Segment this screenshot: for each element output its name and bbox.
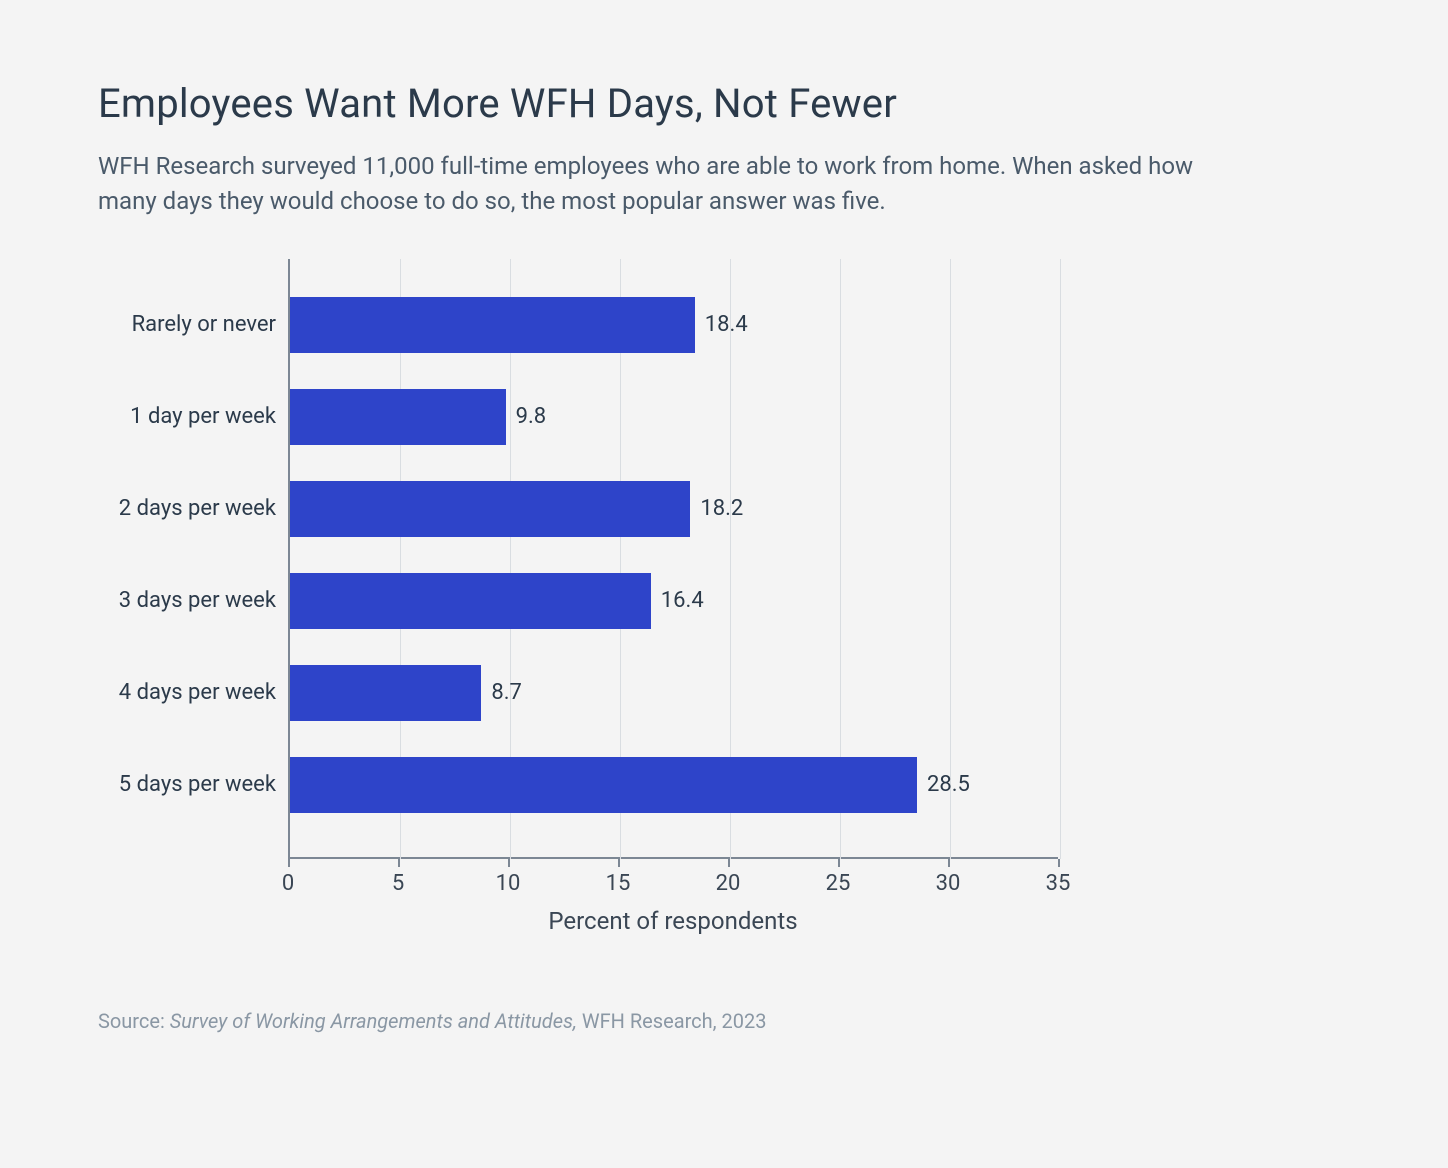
- x-tick-mark: [728, 859, 730, 867]
- chart-title: Employees Want More WFH Days, Not Fewer: [98, 80, 1358, 127]
- x-tick-label: 5: [392, 871, 404, 896]
- bar: [290, 297, 695, 353]
- source-prefix: Source:: [98, 1009, 170, 1033]
- x-tick-mark: [838, 859, 840, 867]
- source-italic: Survey of Working Arrangements and Attit…: [170, 1009, 577, 1033]
- bar: [290, 389, 506, 445]
- x-tick-mark: [398, 859, 400, 867]
- x-axis-label: Percent of respondents: [288, 907, 1058, 935]
- value-label: 16.4: [661, 573, 704, 629]
- x-tick-mark: [618, 859, 620, 867]
- category-label: 2 days per week: [98, 481, 276, 537]
- x-tick-label: 25: [826, 871, 851, 896]
- value-label: 28.5: [927, 757, 970, 813]
- x-tick-label: 20: [716, 871, 741, 896]
- bar: [290, 757, 917, 813]
- x-tick-label: 35: [1046, 871, 1071, 896]
- category-label: 3 days per week: [98, 573, 276, 629]
- value-label: 18.2: [700, 481, 743, 537]
- category-label: 4 days per week: [98, 665, 276, 721]
- x-tick-label: 30: [936, 871, 961, 896]
- value-label: 8.7: [491, 665, 522, 721]
- category-label: 1 day per week: [98, 389, 276, 445]
- gridline: [1060, 259, 1061, 859]
- bar-chart: Percent of respondents Rarely or never18…: [98, 259, 1158, 909]
- x-tick-mark: [508, 859, 510, 867]
- value-label: 18.4: [705, 297, 748, 353]
- x-tick-mark: [1058, 859, 1060, 867]
- value-label: 9.8: [516, 389, 547, 445]
- x-tick-mark: [948, 859, 950, 867]
- chart-subtitle: WFH Research surveyed 11,000 full-time e…: [98, 149, 1208, 219]
- bar: [290, 573, 651, 629]
- source-line: Source: Survey of Working Arrangements a…: [98, 1009, 1358, 1033]
- x-tick-label: 0: [282, 871, 294, 896]
- bar: [290, 481, 690, 537]
- x-tick-label: 15: [606, 871, 631, 896]
- category-label: Rarely or never: [98, 297, 276, 353]
- x-tick-label: 10: [496, 871, 521, 896]
- x-tick-mark: [288, 859, 290, 867]
- source-rest: WFH Research, 2023: [577, 1009, 767, 1033]
- bar: [290, 665, 481, 721]
- category-label: 5 days per week: [98, 757, 276, 813]
